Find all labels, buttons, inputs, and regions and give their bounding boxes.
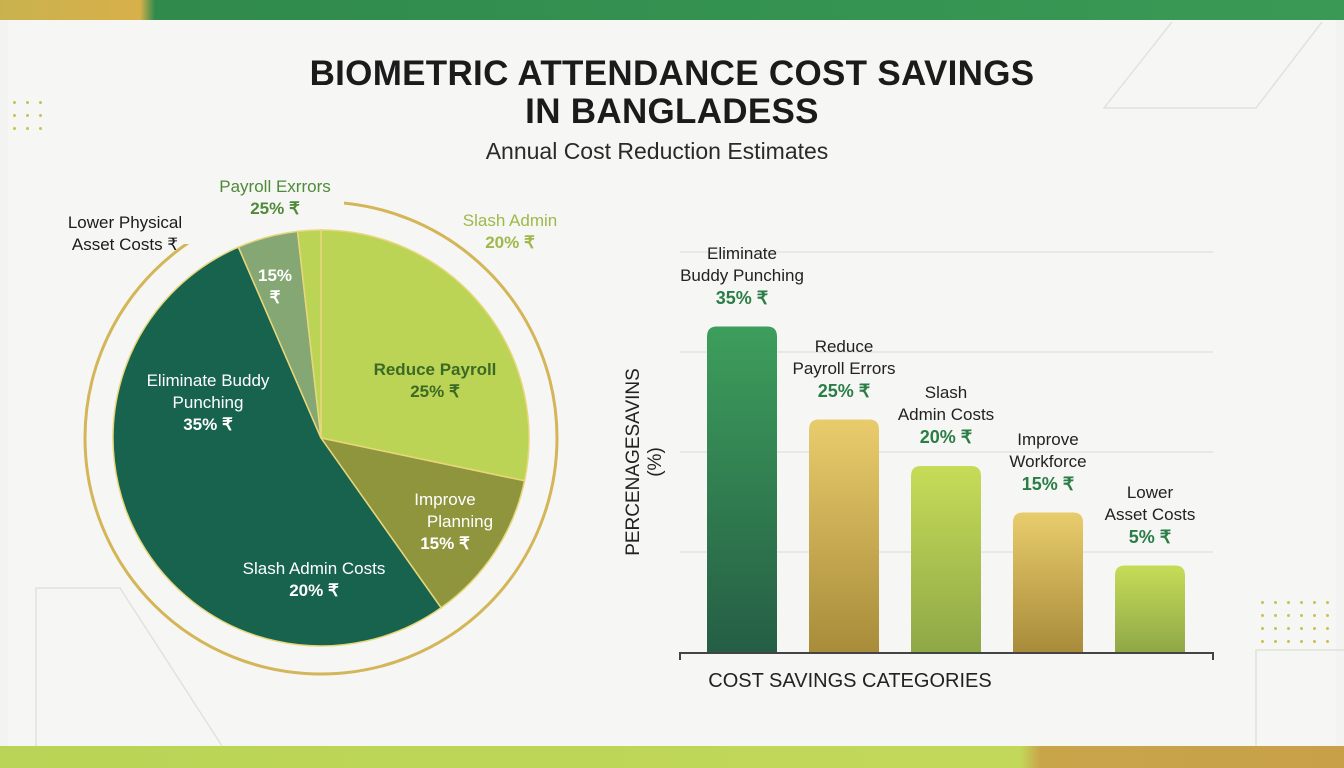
bar-category-label: Reduce: [814, 336, 874, 356]
pie-slice-name-line2: Planning: [426, 512, 494, 531]
pie-slice-value: 35% ₹: [183, 415, 233, 434]
pie-label-improve-planning: Improve Planning 15% ₹: [395, 489, 495, 555]
bar-label: Slash Admin Costs 20% ₹: [866, 382, 1026, 448]
chart-title-line2: IN BANGLADESS: [525, 92, 819, 131]
outer-label-name: Slash Admin: [462, 211, 558, 230]
x-axis: [679, 652, 1214, 660]
bar-3: [1013, 512, 1083, 652]
bar-category-label: Admin Costs: [897, 405, 995, 424]
bar-label: Lower Asset Costs 5% ₹: [1070, 482, 1230, 548]
bar-category-label: Buddy Punching: [680, 265, 804, 285]
bar-value-label: 25% ₹: [817, 380, 871, 401]
bar-category-label: Slash: [924, 383, 968, 402]
bar-category-label: Payroll Errors: [792, 358, 896, 378]
outer-label-value: 20% ₹: [485, 233, 535, 252]
bar-value-label: 15% ₹: [1021, 473, 1075, 494]
bar-category-label: Improve: [1017, 429, 1079, 449]
bar-x-axis-label: COST SAVINGS CATEGORIES: [708, 670, 992, 692]
bar-2: [911, 466, 981, 652]
pie-slice-4: [296, 229, 322, 439]
outer-label-name: Payroll Exrrors: [219, 177, 331, 196]
bar-0: [707, 326, 777, 652]
outer-label-line2: Asset Costs ₹: [71, 235, 179, 254]
decor-dots: [1256, 596, 1336, 646]
bar-y-axis-label: PERCENAGESAVINS (%): [623, 368, 666, 556]
outer-label-line1: Lower Physical: [67, 213, 183, 232]
pie-slice-name-line1: Improve: [414, 490, 476, 509]
bar-category-label: Workforce: [1009, 451, 1087, 471]
bottom-accent-bar: [0, 746, 1344, 768]
pie-slice-1: [319, 436, 526, 609]
bar-category-label: Asset Costs: [1104, 504, 1196, 524]
pie-slice-value: 25% ₹: [410, 382, 460, 401]
bar-label: Reduce Payroll Errors 25% ₹: [764, 336, 924, 402]
pie-slice-2: [112, 246, 443, 647]
pie-label-slash-admin: Slash Admin Costs 20% ₹: [224, 558, 404, 602]
pie-label-reduce-payroll: Reduce Payroll 25% ₹: [360, 359, 510, 403]
chart-subtitle: Annual Cost Reduction Estimates: [485, 138, 829, 164]
pie-label-sage-slice: 15% ₹: [257, 266, 293, 307]
bar-category-label: Eliminate: [707, 243, 777, 263]
pie-slice-0: [320, 229, 530, 482]
bar-value-label: 35% ₹: [715, 287, 769, 308]
bar-4: [1115, 565, 1185, 652]
pie-slice-name: Slash Admin Costs: [242, 559, 386, 578]
bar-label: Eliminate Buddy Punching 35% ₹: [662, 243, 822, 309]
pie-label-buddy-punching: Eliminate Buddy Punching 35% ₹: [128, 370, 288, 436]
pie-slice-name: Eliminate Buddy Punching: [146, 371, 270, 412]
outer-label-value: 25% ₹: [250, 199, 300, 218]
pie-slice-value: 20% ₹: [289, 581, 339, 600]
bar-value-label: 20% ₹: [919, 427, 973, 447]
pie-slice-name: Reduce Payroll: [373, 360, 497, 379]
decor-dots: [8, 96, 48, 136]
pie-outer-label-payroll-errors: Payroll Exrrors 25% ₹: [200, 176, 350, 220]
bar-category-label: Lower: [1126, 482, 1174, 502]
pie-outer-label-lower-physical: Lower Physical Asset Costs ₹: [50, 212, 200, 256]
bar-value-label: 5% ₹: [1128, 526, 1172, 547]
top-accent-bar: [0, 0, 1344, 20]
chart-title-line1: BIOMETRIC ATTENDANCE COST SAVINGS: [309, 54, 1035, 93]
bar-label: Improve Workforce 15% ₹: [968, 429, 1128, 495]
pie-outer-label-slash-admin: Slash Admin 20% ₹: [440, 210, 580, 254]
pie-slice-value: 15% ₹: [420, 534, 470, 553]
bar-1: [809, 419, 879, 652]
